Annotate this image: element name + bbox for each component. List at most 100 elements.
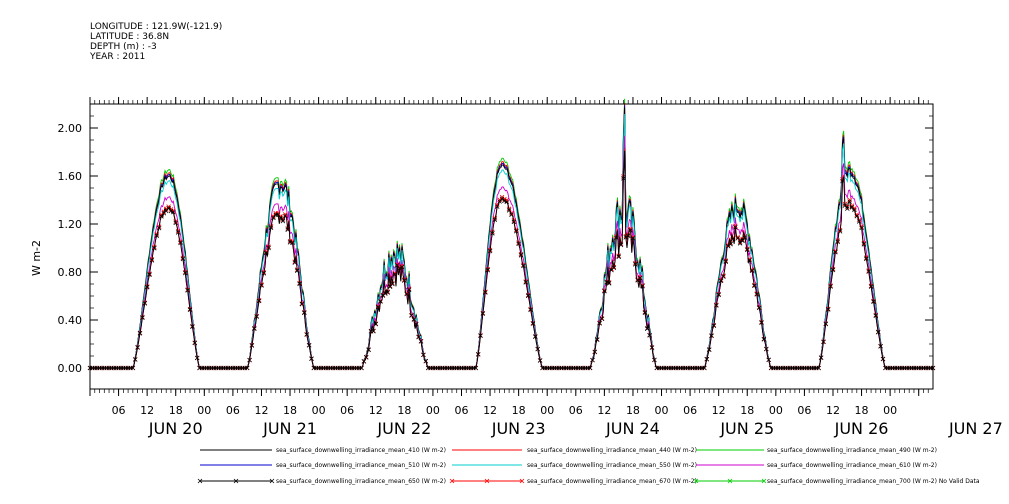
series-marker-6: [378, 299, 383, 304]
legend-label-2: sea_surface_downwelling_irradiance_mean_…: [767, 447, 937, 454]
series-marker-6: [521, 263, 526, 269]
series-marker-6: [473, 365, 479, 371]
series-marker-6: [625, 233, 631, 239]
x-hour-tick-label: 12: [140, 404, 154, 417]
series-marker-6: [652, 357, 657, 363]
series-marker-6: [487, 248, 493, 254]
series-marker-6: [249, 343, 255, 348]
metadata-year: YEAR : 2011: [90, 52, 146, 62]
series-marker-6: [740, 238, 745, 244]
x-hour-tick-label: 06: [340, 404, 354, 417]
series-marker-6: [147, 272, 152, 277]
series-marker-6: [397, 266, 402, 271]
series-marker-6: [642, 310, 648, 315]
series-marker-6: [597, 321, 602, 326]
x-hour-tick-label: 00: [655, 404, 669, 417]
x-day-label: JUN 21: [262, 419, 317, 438]
series-marker-6: [514, 228, 519, 234]
series-marker-6: [140, 315, 145, 320]
series-marker-6: [752, 283, 757, 289]
series-marker-6: [180, 256, 186, 262]
series-marker-6: [706, 347, 712, 352]
series-marker-6: [711, 323, 717, 328]
series-marker-6: [756, 305, 762, 311]
series-marker-7: [847, 197, 852, 203]
series-marker-6: [178, 240, 183, 246]
series-marker-6: [842, 203, 848, 208]
series-marker-6: [764, 346, 769, 352]
series-marker-6: [302, 310, 307, 316]
series-marker-6: [825, 307, 831, 312]
series-marker-6: [130, 365, 136, 371]
series-line-0: [90, 107, 933, 369]
series-marker-6: [306, 343, 312, 348]
series-marker-6: [494, 204, 500, 209]
series-marker-6: [818, 355, 824, 360]
series-marker-6: [830, 267, 836, 273]
series-marker-6: [759, 320, 764, 325]
series-marker-6: [640, 283, 645, 289]
metadata-longitude: LONGITUDE : 121.9W(-121.9): [90, 22, 223, 32]
series-marker-6: [611, 265, 617, 271]
series-marker-6: [304, 332, 309, 337]
series-marker-6: [730, 236, 736, 242]
series-marker-6: [506, 208, 512, 213]
x-day-label: JUN 26: [834, 419, 889, 438]
series-marker-6: [873, 313, 879, 318]
x-hour-tick-label: 00: [769, 404, 783, 417]
series-marker-6: [271, 215, 276, 221]
series-marker-6: [742, 235, 748, 240]
series-marker-6: [383, 291, 388, 296]
series-marker-6: [602, 288, 607, 294]
series-marker-6: [375, 304, 381, 310]
series-line-4: [90, 113, 933, 369]
series-marker-6: [268, 225, 274, 230]
series-marker-6: [702, 365, 707, 371]
series-marker-6: [533, 334, 538, 339]
series-marker-6: [366, 347, 371, 353]
series-marker-6: [418, 339, 424, 344]
series-marker-6: [299, 301, 305, 307]
series-marker-6: [385, 290, 390, 295]
metadata-latitude: LATITUDE : 36.8N: [90, 32, 170, 42]
series-marker-6: [359, 365, 364, 371]
series-marker-6: [606, 281, 612, 286]
series-marker-6: [275, 212, 281, 217]
legend-marker-6: [269, 478, 275, 484]
legend-label-1: sea_surface_downwelling_irradiance_mean_…: [527, 447, 697, 454]
series-marker-6: [135, 345, 140, 350]
series-marker-6: [516, 241, 521, 247]
series-marker-6: [478, 333, 483, 338]
x-hour-tick-label: 18: [169, 404, 183, 417]
series-marker-6: [144, 284, 150, 290]
series-marker-6: [504, 199, 509, 205]
series-marker-6: [530, 321, 536, 326]
series-marker-6: [502, 198, 507, 204]
series-marker-6: [399, 264, 405, 270]
legend-label-4: sea_surface_downwelling_irradiance_mean_…: [527, 462, 697, 469]
series-marker-6: [875, 329, 881, 335]
y-tick-label: 0.80: [58, 266, 83, 279]
legend-marker-6: [197, 478, 203, 484]
series-marker-6: [154, 233, 159, 238]
series-marker-6: [616, 254, 621, 260]
x-hour-tick-label: 12: [483, 404, 497, 417]
series-marker-6: [599, 316, 605, 322]
series-marker-6: [475, 352, 481, 357]
series-marker-6: [278, 215, 283, 221]
series-marker-6: [716, 292, 721, 298]
x-hour-tick-label: 12: [712, 404, 726, 417]
series-marker-6: [733, 225, 738, 230]
series-marker-6: [171, 209, 176, 215]
legend-marker-8: [727, 478, 733, 484]
series-marker-6: [247, 357, 252, 363]
x-hour-tick-label: 18: [855, 404, 869, 417]
series-marker-6: [835, 239, 840, 245]
series-marker-6: [132, 357, 138, 362]
series-marker-7: [394, 262, 400, 267]
series-marker-6: [721, 274, 726, 279]
series-marker-6: [704, 356, 710, 362]
series-marker-6: [411, 317, 417, 322]
series-marker-6: [175, 230, 181, 235]
